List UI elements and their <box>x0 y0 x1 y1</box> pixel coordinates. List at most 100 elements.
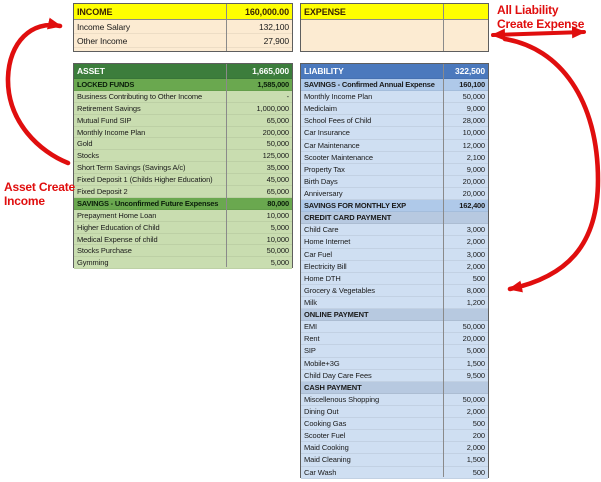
cell-value: 20,000 <box>462 176 485 186</box>
section-row[interactable]: SAVINGS - Unconfirmed Future Expenses 80,… <box>74 197 292 210</box>
cell-value: 2,100 <box>466 152 485 162</box>
cell-label: Maid Cleaning <box>304 455 351 465</box>
cell-value: 1,000,000 <box>256 103 290 113</box>
table-row[interactable]: Miscellenous Shopping 50,000 <box>301 393 488 406</box>
expense-to-liability-arc-arrow <box>502 36 601 293</box>
section-row[interactable]: SAVINGS - Confirmed Annual Expense 160,10… <box>301 79 488 92</box>
table-row[interactable]: Rent 20,000 <box>301 333 488 346</box>
cell-label: Business Contributing to Other Income <box>77 91 203 101</box>
cell-value: 160,100 <box>459 80 485 90</box>
table-row[interactable]: Other Income 27,900 <box>74 34 292 48</box>
table-row[interactable]: Electricity Bill 2,000 <box>301 260 488 273</box>
table-row[interactable]: Car Wash 500 <box>301 466 488 479</box>
table-row[interactable]: Medical Expense of child 10,000 <box>74 233 292 246</box>
table-row[interactable]: Child Day Care Fees 9,500 <box>301 369 488 382</box>
cell-value: 200 <box>472 431 485 441</box>
table-row[interactable]: Home Internet 2,000 <box>301 236 488 249</box>
cell-value: 8,000 <box>466 285 485 295</box>
table-row[interactable]: Retirement Savings 1,000,000 <box>74 102 292 115</box>
header-row[interactable]: LIABILITY 322,500 <box>301 64 488 79</box>
cell-value: 5,000 <box>270 258 289 268</box>
table-row[interactable]: Cooking Gas 500 <box>301 418 488 431</box>
table-row[interactable]: Mediclaim 9,000 <box>301 103 488 116</box>
asset-create-income-note: Asset Create Income <box>4 180 75 208</box>
table-row[interactable]: Dining Out 2,000 <box>301 405 488 419</box>
cell-value: 28,000 <box>462 116 485 126</box>
cell-value: 27,900 <box>263 35 290 46</box>
header-row[interactable]: ASSET 1,665,000 <box>74 64 292 79</box>
header-row[interactable]: EXPENSE <box>301 4 488 20</box>
cell-label: Gold <box>77 139 93 149</box>
cell-label: Higher Education of Child <box>77 222 160 232</box>
cell-label: Gymming <box>77 258 109 268</box>
table-row[interactable]: Scooter Fuel 200 <box>301 430 488 443</box>
table-row[interactable]: Gold 50,000 <box>74 138 292 151</box>
cell-label: Medical Expense of child <box>77 234 158 244</box>
table-row[interactable]: Fixed Deposit 2 65,000 <box>74 186 292 198</box>
table-row[interactable]: Business Contributing to Other Income - <box>74 90 292 103</box>
table-row[interactable]: SIP 5,000 <box>301 345 488 358</box>
cell-label: Dining Out <box>304 407 339 416</box>
cell-value: 2,000 <box>466 407 485 416</box>
cell-label: Child Day Care Fees <box>304 370 372 380</box>
section-row[interactable]: LOCKED FUNDS 1,585,000 <box>74 79 292 91</box>
liability-note-line2: Create Expense <box>497 16 585 31</box>
table-row[interactable]: Birth Days 20,000 <box>301 175 488 188</box>
cell-value: 1,665,000 <box>252 66 289 76</box>
table-row[interactable]: Gymming 5,000 <box>74 257 292 270</box>
header-row[interactable]: INCOME 160,000.00 <box>74 4 292 20</box>
cell-label: Scooter Fuel <box>304 431 346 441</box>
table-row[interactable]: Maid Cleaning 1,500 <box>301 454 488 467</box>
table-row[interactable]: Stocks Purchase 50,000 <box>74 245 292 258</box>
table-row[interactable]: Scooter Maintenance 2,100 <box>301 151 488 164</box>
table-row[interactable]: Prepayment Home Loan 10,000 <box>74 209 292 222</box>
cell-label: School Fees of Child <box>304 116 372 126</box>
cell-value: 1,500 <box>466 455 485 465</box>
cell-value: 132,100 <box>258 21 289 32</box>
cell-label: INCOME <box>77 6 113 17</box>
table-row[interactable]: Grocery & Vegetables 8,000 <box>301 284 488 297</box>
table-row[interactable]: Car Maintenance 12,000 <box>301 139 488 152</box>
table-row[interactable]: Maid Cooking 2,000 <box>301 442 488 455</box>
cell-label: SAVINGS - Unconfirmed Future Expenses <box>77 198 219 208</box>
table-row[interactable]: Car Fuel 3,000 <box>301 248 488 261</box>
table-row[interactable]: Anniversary 20,000 <box>301 187 488 201</box>
cell-value: 125,000 <box>262 151 290 161</box>
cell-value: 80,000 <box>267 198 289 208</box>
cell-value: 322,500 <box>454 66 485 76</box>
table-row[interactable]: Short Term Savings (Savings A/c) 35,000 <box>74 162 292 175</box>
cell-label: Fixed Deposit 2 <box>77 186 128 196</box>
table-row[interactable]: Child Care 3,000 <box>301 224 488 237</box>
table-row[interactable]: Mobile+3G 1,500 <box>301 357 488 370</box>
table-row[interactable]: Stocks 125,000 <box>74 150 292 163</box>
table-row[interactable]: Property Tax 9,000 <box>301 163 488 176</box>
cell-label: CASH PAYMENT <box>304 382 362 392</box>
cell-label: SAVINGS - Confirmed Annual Expense <box>304 80 435 90</box>
liability-expense-double-arrow <box>491 26 586 41</box>
subheader-row[interactable]: ONLINE PAYMENT <box>301 309 488 322</box>
asset-table: ASSET 1,665,000 LOCKED FUNDS 1,585,000 Busin… <box>73 63 293 270</box>
subheader-row[interactable]: CASH PAYMENT <box>301 381 488 394</box>
cell-label: Scooter Maintenance <box>304 152 373 162</box>
table-row[interactable]: Car Insurance 10,000 <box>301 127 488 140</box>
cell-label: Income Salary <box>77 21 131 32</box>
table-row[interactable]: Home DTH 500 <box>301 272 488 285</box>
table-row[interactable]: Mutual Fund SIP 65,000 <box>74 114 292 127</box>
cell-label: Home Internet <box>304 237 351 247</box>
cell-label: Car Maintenance <box>304 140 360 150</box>
section-row[interactable]: SAVINGS FOR MONTHLY EXP 162,400 <box>301 200 488 213</box>
cell-value: 1,500 <box>466 358 485 368</box>
subheader-row[interactable]: CREDIT CARD PAYMENT <box>301 212 488 225</box>
table-row[interactable]: School Fees of Child 28,000 <box>301 115 488 128</box>
table-row[interactable]: Monthly Income Plan 50,000 <box>301 91 488 104</box>
table-row[interactable]: EMI 50,000 <box>301 321 488 334</box>
table-row[interactable]: Income Salary 132,100 <box>74 20 292 34</box>
table-row[interactable]: Milk 1,200 <box>301 296 488 310</box>
table-row[interactable]: Monthly Income Plan 200,000 <box>74 126 292 139</box>
table-row[interactable]: Fixed Deposit 1 (Childs Higher Education… <box>74 174 292 187</box>
cell-value: 50,000 <box>266 139 289 149</box>
cell-value: 2,000 <box>466 237 485 247</box>
table-row[interactable]: Higher Education of Child 5,000 <box>74 221 292 234</box>
cell-label: Monthly Income Plan <box>77 127 146 137</box>
cell-label: Mutual Fund SIP <box>77 115 132 125</box>
